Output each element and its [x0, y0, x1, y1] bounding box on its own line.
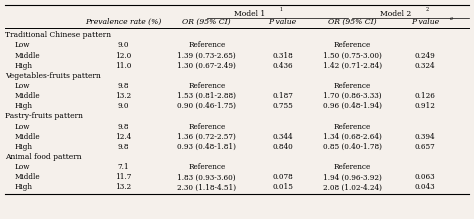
Text: 9.8: 9.8 — [118, 82, 129, 90]
Text: 9.8: 9.8 — [118, 143, 129, 151]
Text: 1.42 (0.71-2.84): 1.42 (0.71-2.84) — [323, 62, 382, 70]
Text: OR (95% CI): OR (95% CI) — [182, 18, 231, 26]
Text: Traditional Chinese pattern: Traditional Chinese pattern — [5, 31, 111, 39]
Text: 11.0: 11.0 — [115, 62, 131, 70]
Text: Animal food pattern: Animal food pattern — [5, 153, 82, 161]
Text: 0.840: 0.840 — [272, 143, 293, 151]
Text: Reference: Reference — [188, 163, 226, 171]
Text: 0.93 (0.48-1.81): 0.93 (0.48-1.81) — [177, 143, 237, 151]
Text: Vegetables-fruits pattern: Vegetables-fruits pattern — [5, 72, 100, 79]
Text: 1: 1 — [280, 7, 283, 12]
Text: 0.249: 0.249 — [415, 51, 436, 60]
Text: 9.0: 9.0 — [118, 41, 129, 49]
Text: 0.394: 0.394 — [415, 133, 436, 141]
Text: OR (95% CI): OR (95% CI) — [328, 18, 376, 26]
Text: 0.96 (0.48-1.94): 0.96 (0.48-1.94) — [323, 102, 382, 110]
Text: 0.063: 0.063 — [415, 173, 436, 181]
Text: 9.0: 9.0 — [118, 102, 129, 110]
Text: Middle: Middle — [15, 51, 41, 60]
Text: Prevalence rate (%): Prevalence rate (%) — [85, 18, 161, 26]
Text: P value: P value — [268, 18, 297, 26]
Text: 12.4: 12.4 — [115, 133, 131, 141]
Text: Low: Low — [15, 123, 30, 131]
Text: 1.36 (0.72-2.57): 1.36 (0.72-2.57) — [177, 133, 236, 141]
Text: Reference: Reference — [334, 82, 371, 90]
Text: Middle: Middle — [15, 173, 41, 181]
Text: 0.187: 0.187 — [272, 92, 293, 100]
Text: 0.324: 0.324 — [415, 62, 436, 70]
Text: High: High — [15, 143, 33, 151]
Text: 2.30 (1.18-4.51): 2.30 (1.18-4.51) — [177, 184, 237, 191]
Text: High: High — [15, 102, 33, 110]
Text: a: a — [450, 16, 453, 21]
Text: 0.078: 0.078 — [272, 173, 293, 181]
Text: Low: Low — [15, 82, 30, 90]
Text: 1.30 (0.67-2.49): 1.30 (0.67-2.49) — [177, 62, 236, 70]
Text: 0.90 (0.46-1.75): 0.90 (0.46-1.75) — [177, 102, 237, 110]
Text: 0.126: 0.126 — [415, 92, 436, 100]
Text: Reference: Reference — [334, 123, 371, 131]
Text: High: High — [15, 62, 33, 70]
Text: 1.83 (0.93-3.60): 1.83 (0.93-3.60) — [177, 173, 236, 181]
Text: Pastry-fruits pattern: Pastry-fruits pattern — [5, 112, 83, 120]
Text: 2: 2 — [426, 7, 429, 12]
Text: Low: Low — [15, 41, 30, 49]
Text: 0.043: 0.043 — [415, 184, 436, 191]
Text: 1.53 (0.81-2.88): 1.53 (0.81-2.88) — [177, 92, 237, 100]
Text: Reference: Reference — [188, 82, 226, 90]
Text: 1.39 (0.73-2.65): 1.39 (0.73-2.65) — [177, 51, 236, 60]
Text: 13.2: 13.2 — [115, 92, 131, 100]
Text: P value: P value — [411, 18, 439, 26]
Text: 0.436: 0.436 — [272, 62, 293, 70]
Text: 13.2: 13.2 — [115, 184, 131, 191]
Text: 1.34 (0.68-2.64): 1.34 (0.68-2.64) — [323, 133, 382, 141]
Text: Reference: Reference — [188, 123, 226, 131]
Text: Low: Low — [15, 163, 30, 171]
Text: High: High — [15, 184, 33, 191]
Text: 1.70 (0.86-3.33): 1.70 (0.86-3.33) — [323, 92, 382, 100]
Text: 0.344: 0.344 — [272, 133, 293, 141]
Text: Model 1: Model 1 — [234, 10, 265, 18]
Text: Middle: Middle — [15, 133, 41, 141]
Text: 12.0: 12.0 — [115, 51, 131, 60]
Text: 1.50 (0.75-3.00): 1.50 (0.75-3.00) — [323, 51, 382, 60]
Text: 0.318: 0.318 — [272, 51, 293, 60]
Text: 9.8: 9.8 — [118, 123, 129, 131]
Text: 2.08 (1.02-4.24): 2.08 (1.02-4.24) — [323, 184, 382, 191]
Text: Reference: Reference — [334, 41, 371, 49]
Text: Reference: Reference — [334, 163, 371, 171]
Text: Model 2: Model 2 — [380, 10, 411, 18]
Text: 11.7: 11.7 — [115, 173, 131, 181]
Text: Middle: Middle — [15, 92, 41, 100]
Text: 1.94 (0.96-3.92): 1.94 (0.96-3.92) — [323, 173, 382, 181]
Text: 0.015: 0.015 — [272, 184, 293, 191]
Text: 0.755: 0.755 — [272, 102, 293, 110]
Text: Reference: Reference — [188, 41, 226, 49]
Text: 7.1: 7.1 — [118, 163, 129, 171]
Text: 0.657: 0.657 — [415, 143, 436, 151]
Text: 0.912: 0.912 — [415, 102, 436, 110]
Text: 0.85 (0.40-1.78): 0.85 (0.40-1.78) — [323, 143, 382, 151]
